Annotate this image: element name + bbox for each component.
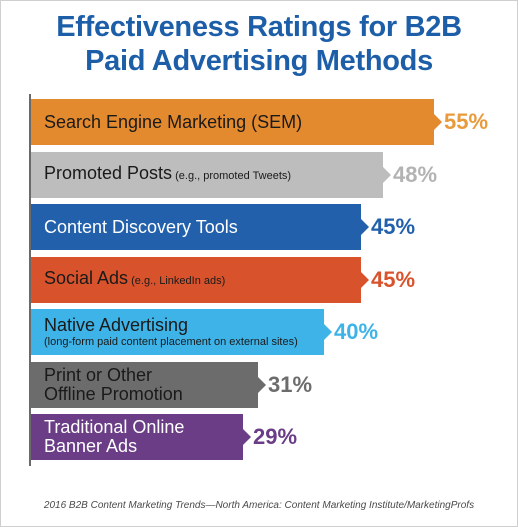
bar-value-label: 45% xyxy=(371,267,416,292)
bar-label-text: Content Discovery Tools xyxy=(44,216,238,237)
bar-value-label: 31% xyxy=(268,372,313,397)
chart-title-line-1: Effectiveness Ratings for B2B xyxy=(56,11,462,43)
bar-label: Native Advertising (long-form paid conten… xyxy=(31,309,298,355)
bar-value-label: 45% xyxy=(371,214,416,239)
bar-arrow-tip xyxy=(324,324,332,340)
bar-value-label: 55% xyxy=(444,109,489,134)
bar-value-label: 29% xyxy=(253,424,298,449)
bar: Promoted Posts (e.g., promoted Tweets) xyxy=(31,152,383,198)
bar-arrow-tip xyxy=(243,429,251,445)
bar-arrow-tip xyxy=(361,272,369,288)
bar-label: Print or Other Offline Promotion xyxy=(31,362,183,408)
bar-label-main: Search Engine Marketing (SEM) xyxy=(44,111,303,132)
bar-label-line: Offline Promotion xyxy=(44,384,183,404)
bar: Search Engine Marketing (SEM) xyxy=(31,99,434,145)
bar-label: Search Engine Marketing (SEM) xyxy=(31,99,302,145)
bar: Social Ads (e.g., LinkedIn ads) xyxy=(31,257,361,303)
chart-title-line-2: Paid Advertising Methods xyxy=(85,45,433,77)
bar: Print or Other Offline Promotion xyxy=(31,362,258,408)
bar-label-main: Native Advertising xyxy=(44,316,298,335)
bar-label-main: Print or Other Offline Promotion xyxy=(44,366,183,404)
bar-label: Content Discovery Tools xyxy=(31,204,238,250)
bar-label-subtext: (long-form paid content placement on ext… xyxy=(44,336,298,348)
bar-label-main: Traditional Online Banner Ads xyxy=(44,418,184,456)
bar-value-label: 48% xyxy=(393,162,438,187)
bar: Traditional Online Banner Ads xyxy=(31,414,243,460)
source-note: 2016 B2B Content Marketing Trends—North … xyxy=(43,500,475,511)
bar-arrow-tip xyxy=(258,377,266,393)
bar-label-line: Banner Ads xyxy=(44,436,138,456)
chart-title: Effectiveness Ratings for B2B Paid Adver… xyxy=(0,10,518,78)
bar-arrow-tip xyxy=(361,219,369,235)
bar-arrow-tip xyxy=(434,114,442,130)
bar: Native Advertising (long-form paid conten… xyxy=(31,309,324,355)
bar-label: Traditional Online Banner Ads xyxy=(31,414,184,460)
bar-label-main: Promoted Posts (e.g., promoted Tweets) xyxy=(44,164,291,186)
bar-label-text: Promoted Posts xyxy=(44,163,173,183)
bar-label: Promoted Posts (e.g., promoted Tweets) xyxy=(31,152,291,198)
category-axis-line xyxy=(29,94,31,466)
bar-label-text: Native Advertising xyxy=(44,315,189,335)
bar-label-line: Print or Other xyxy=(44,365,153,385)
bar-label-example: (e.g., LinkedIn ads) xyxy=(128,275,226,287)
bar-label-text: Social Ads xyxy=(44,268,129,288)
bar-arrow-tip xyxy=(383,167,391,183)
bar-label-text: Search Engine Marketing (SEM) xyxy=(44,111,303,132)
bar-label-example: (e.g., promoted Tweets) xyxy=(172,170,292,182)
bar-label: Social Ads (e.g., LinkedIn ads) xyxy=(31,257,225,303)
bar-value-label: 40% xyxy=(334,319,379,344)
bar-label-line: Traditional Online xyxy=(44,417,185,437)
bar-label-main: Social Ads (e.g., LinkedIn ads) xyxy=(44,269,225,291)
bar-label-main: Content Discovery Tools xyxy=(44,216,238,237)
bar: Content Discovery Tools xyxy=(31,204,361,250)
